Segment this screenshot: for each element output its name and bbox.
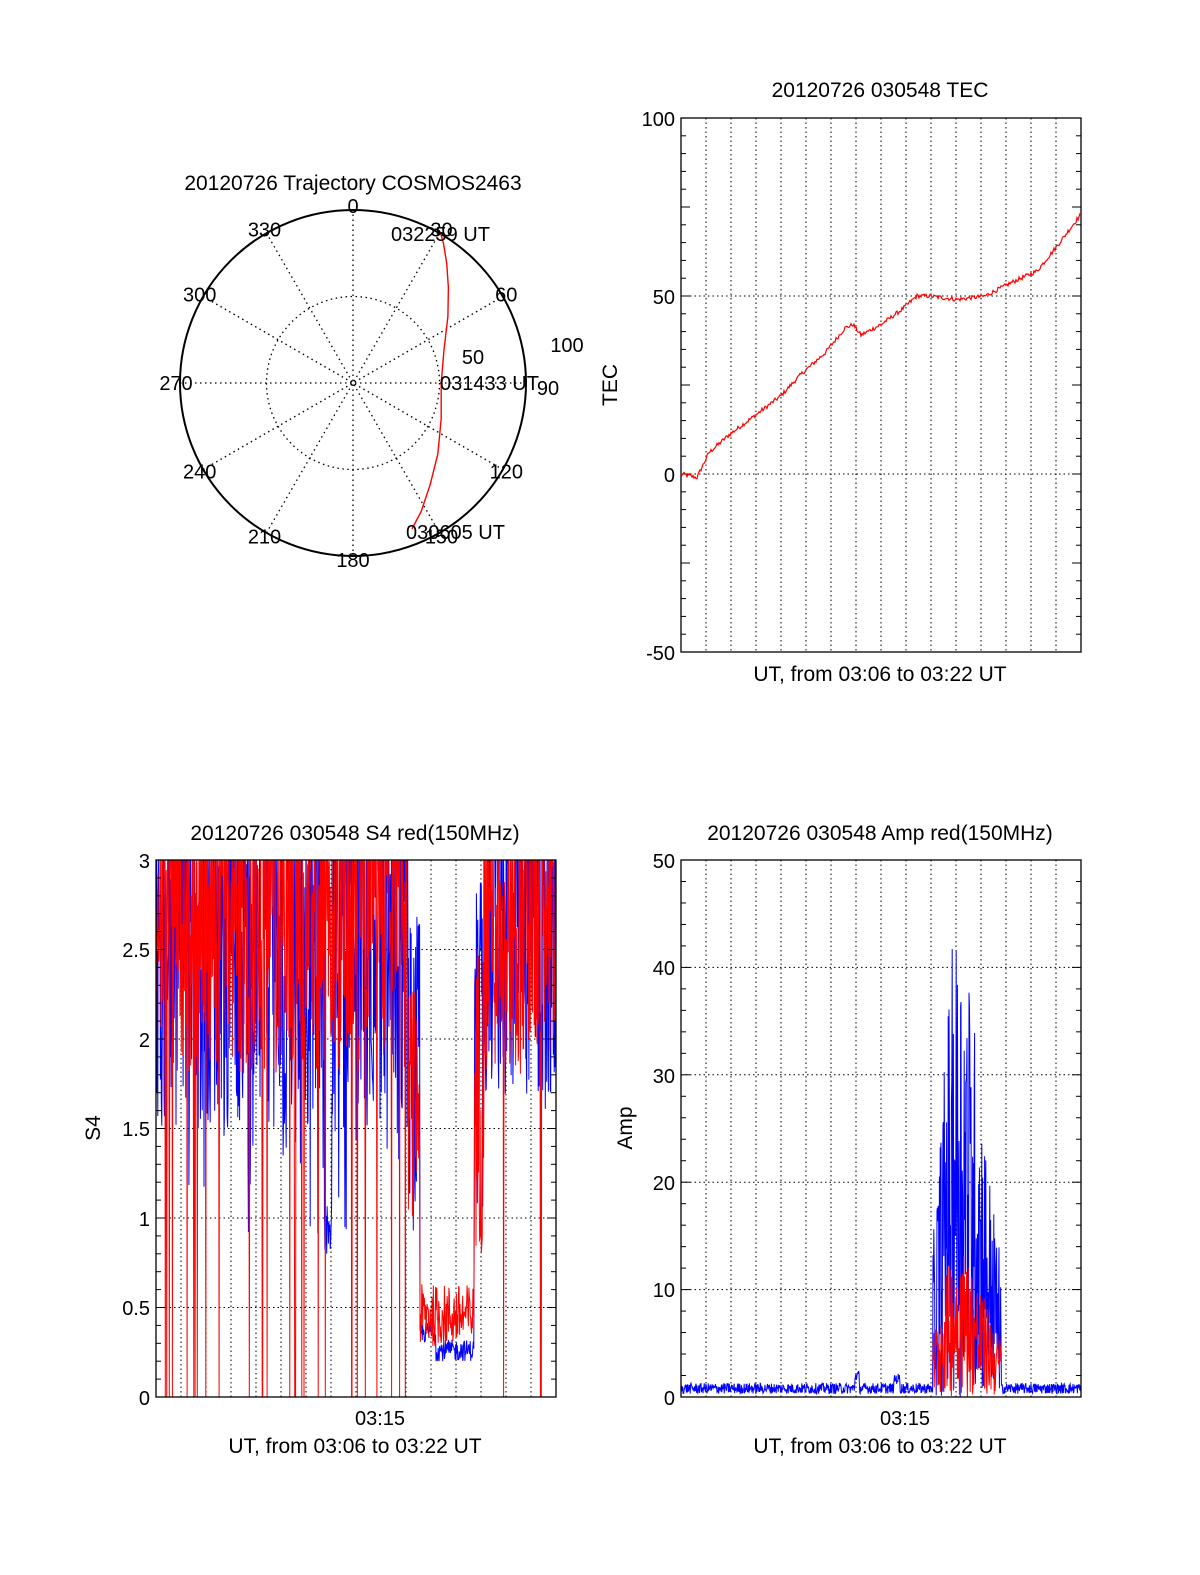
polar-angle-label: 210 (248, 526, 281, 548)
s4-ylabel: S4 (82, 1115, 105, 1141)
polar-angle-label: 240 (183, 462, 216, 484)
tec-ytick-0: 0 (664, 465, 675, 487)
amp-ytick-30: 30 (653, 1066, 675, 1088)
amp-ylabel: Amp (614, 1106, 637, 1149)
amp-title: 20120726 030548 Amp red(150MHz) (707, 822, 1053, 845)
tec-ytick-50: 50 (653, 287, 675, 309)
tec-xlabel: UT, from 03:06 to 03:22 UT (753, 663, 1006, 686)
s4-ytick-1-5: 1.5 (122, 1119, 150, 1141)
polar-angle-label: 30 (430, 220, 452, 242)
track-label-mid: 031433 UT (440, 373, 539, 395)
polar-angle-label: 0 (347, 196, 358, 218)
track-label-end: 032259 UT (391, 224, 490, 246)
polar-spoke (265, 232, 441, 534)
polar-angle-label: 60 (495, 285, 517, 307)
polar-angle-label: 300 (183, 285, 216, 307)
amp-xlabel: UT, from 03:06 to 03:22 UT (753, 1435, 1006, 1458)
polar-title: 20120726 Trajectory COSMOS2463 (184, 172, 521, 195)
amp-ytick-10: 10 (653, 1280, 675, 1302)
amp-chart: 20120726 030548 Amp red(150MHz) 50 40 30… (614, 822, 1082, 1458)
s4-xlabel: UT, from 03:06 to 03:22 UT (228, 1435, 481, 1458)
amp-ytick-50: 50 (653, 851, 675, 873)
polar-track-line (411, 233, 450, 530)
s4-ytick-0: 0 (139, 1388, 150, 1410)
s4-xtick-0315: 03:15 (355, 1408, 405, 1430)
amp-xtick-0315: 03:15 (880, 1408, 930, 1430)
tec-ylabel: TEC (599, 364, 622, 406)
tec-series-line (680, 212, 1082, 480)
tec-title: 20120726 030548 TEC (772, 79, 989, 102)
s4-ytick-0-5: 0.5 (122, 1298, 150, 1320)
s4-blue-series (156, 860, 556, 1362)
polar-radius-label-50: 50 (462, 347, 484, 369)
amp-ytick-20: 20 (653, 1173, 675, 1195)
polar-inner-ring (265, 295, 441, 471)
polar-angle-label: 330 (248, 220, 281, 242)
tec-grid (681, 118, 1081, 652)
amp-frame (680, 859, 1082, 1398)
s4-ytick-3: 3 (139, 851, 150, 873)
s4-red-series (156, 860, 556, 1397)
amp-red-series (932, 1256, 1002, 1397)
polar-trajectory-chart: 20120726 Trajectory COSMOS2463 0 30 60 120 1… (159, 172, 583, 572)
s4-frame (155, 859, 557, 1398)
tec-ytick-100: 100 (642, 109, 675, 131)
polar-angle-labels: 0 30 60 120 150 180 210 240 270 300 330 90 (159, 196, 559, 572)
polar-angle-label: 180 (336, 550, 369, 572)
polar-radius-label-100: 100 (550, 335, 583, 357)
tec-ticks (681, 135, 1081, 635)
tec-ytick-minus50: -50 (646, 643, 675, 665)
track-label-start: 030605 UT (406, 522, 505, 544)
amp-blue-series (681, 948, 1081, 1397)
polar-angle-label: 120 (490, 462, 523, 484)
s4-title: 20120726 030548 S4 red(150MHz) (190, 822, 519, 845)
s4-ytick-2-5: 2.5 (122, 940, 150, 962)
s4-ytick-1: 1 (139, 1209, 150, 1231)
polar-spoke (265, 232, 441, 534)
amp-ytick-0: 0 (664, 1388, 675, 1410)
s4-ticks (156, 877, 556, 1380)
tec-chart: 20120726 030548 TEC 100 50 0 -50 TEC UT,… (599, 79, 1082, 686)
amp-ticks (681, 880, 1081, 1377)
s4-ytick-2: 2 (139, 1030, 150, 1052)
s4-chart: 20120726 030548 S4 red(150MHz) 3 2.5 2 1… (82, 822, 557, 1458)
tec-frame (680, 117, 1082, 653)
polar-angle-label: 270 (159, 373, 192, 395)
amp-ytick-40: 40 (653, 958, 675, 980)
polar-angle-label: 90 (537, 378, 559, 400)
amp-grid (681, 860, 1081, 1397)
polar-angle-label: 150 (425, 526, 458, 548)
